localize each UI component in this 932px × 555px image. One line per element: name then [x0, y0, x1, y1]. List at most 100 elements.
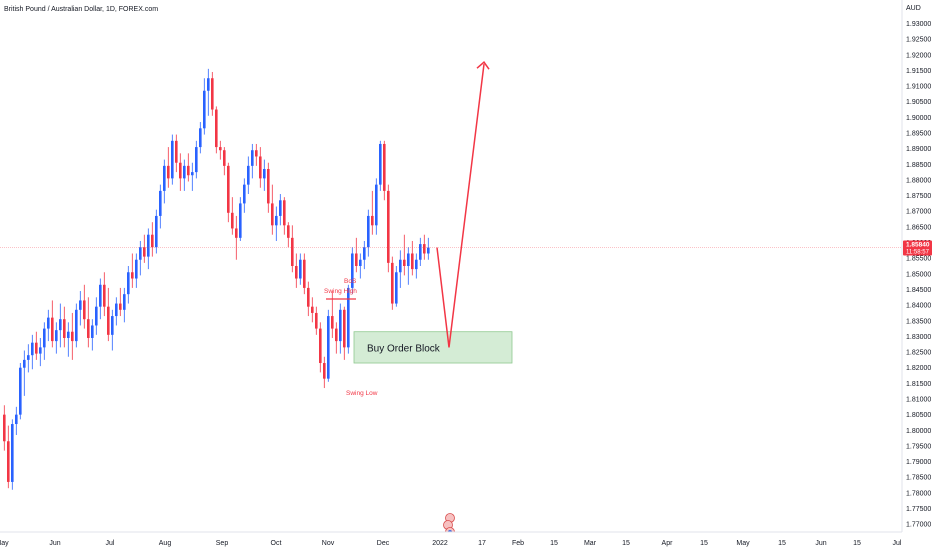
candle[interactable]	[111, 309, 114, 351]
candle[interactable]	[175, 134, 178, 173]
candle[interactable]	[399, 250, 402, 288]
candle[interactable]	[3, 405, 6, 451]
candle[interactable]	[391, 256, 394, 310]
candle[interactable]	[283, 197, 286, 235]
candle[interactable]	[363, 240, 366, 270]
candle[interactable]	[191, 162, 194, 191]
order-block-zone[interactable]	[353, 331, 513, 364]
candle[interactable]	[7, 425, 10, 489]
candle[interactable]	[411, 240, 414, 276]
candle[interactable]	[43, 322, 46, 360]
candle[interactable]	[99, 278, 102, 320]
candle[interactable]	[375, 178, 378, 235]
candle[interactable]	[331, 291, 334, 338]
candle[interactable]	[227, 162, 230, 223]
candle[interactable]	[207, 68, 210, 116]
candle[interactable]	[215, 106, 218, 154]
candle[interactable]	[279, 194, 282, 226]
candle[interactable]	[95, 297, 98, 335]
candle[interactable]	[155, 209, 158, 254]
candle[interactable]	[395, 266, 398, 307]
candle[interactable]	[295, 253, 298, 288]
candle[interactable]	[107, 287, 110, 342]
candle[interactable]	[211, 71, 214, 116]
candle[interactable]	[15, 406, 18, 435]
candle[interactable]	[39, 337, 42, 367]
candle[interactable]	[119, 287, 122, 317]
candle[interactable]	[179, 153, 182, 191]
candle[interactable]	[163, 159, 166, 204]
candle[interactable]	[171, 134, 174, 185]
candle[interactable]	[195, 140, 198, 179]
candle[interactable]	[127, 266, 130, 304]
candle[interactable]	[143, 234, 146, 263]
candle[interactable]	[291, 225, 294, 273]
candle[interactable]	[311, 297, 314, 323]
candle[interactable]	[151, 222, 154, 257]
candle[interactable]	[131, 253, 134, 288]
candle[interactable]	[275, 206, 278, 241]
candle[interactable]	[367, 209, 370, 257]
candle[interactable]	[47, 309, 50, 342]
candle[interactable]	[383, 140, 386, 201]
candle[interactable]	[35, 331, 38, 360]
candle[interactable]	[387, 184, 390, 273]
candle[interactable]	[359, 253, 362, 279]
candle[interactable]	[23, 350, 26, 396]
candle[interactable]	[27, 344, 30, 373]
candle[interactable]	[75, 303, 78, 348]
candle[interactable]	[347, 284, 350, 354]
candle[interactable]	[427, 237, 430, 260]
candle[interactable]	[139, 240, 142, 276]
candle[interactable]	[63, 306, 66, 348]
candle[interactable]	[407, 247, 410, 285]
candle[interactable]	[239, 197, 242, 241]
candle[interactable]	[371, 190, 374, 235]
candle[interactable]	[307, 281, 310, 317]
candle[interactable]	[299, 253, 302, 285]
candle[interactable]	[287, 222, 290, 248]
candle[interactable]	[263, 159, 266, 191]
price-axis[interactable]: 1.77000 1.77500 1.78000 1.78500 1.79000 1.795…	[901, 0, 932, 550]
candle[interactable]	[271, 184, 274, 235]
candle[interactable]	[79, 291, 82, 326]
candle[interactable]	[355, 237, 358, 273]
candle[interactable]	[199, 122, 202, 154]
candle[interactable]	[67, 322, 70, 357]
projection-path[interactable]	[436, 64, 485, 348]
candle[interactable]	[71, 312, 74, 360]
candle[interactable]	[251, 143, 254, 179]
candle[interactable]	[147, 228, 150, 270]
candle[interactable]	[19, 363, 22, 420]
candle[interactable]	[339, 303, 342, 354]
candle[interactable]	[319, 322, 322, 373]
candle[interactable]	[247, 156, 250, 195]
candle[interactable]	[403, 234, 406, 276]
time-axis[interactable]: May Jun Jul Aug Sep Oct Nov Dec 2022 17 Feb 15 Mar 15…	[0, 531, 902, 550]
candle[interactable]	[327, 309, 330, 382]
candle[interactable]	[415, 253, 418, 279]
candle[interactable]	[159, 184, 162, 229]
candle[interactable]	[203, 78, 206, 135]
candle[interactable]	[91, 319, 94, 351]
candle[interactable]	[419, 237, 422, 266]
candle[interactable]	[115, 297, 118, 326]
candle[interactable]	[343, 306, 346, 360]
candle[interactable]	[231, 197, 234, 235]
candle[interactable]	[243, 178, 246, 213]
candle[interactable]	[267, 162, 270, 213]
candle[interactable]	[83, 284, 86, 329]
candle[interactable]	[135, 253, 138, 288]
candle[interactable]	[123, 287, 126, 323]
candle[interactable]	[187, 153, 190, 182]
candle[interactable]	[255, 143, 258, 166]
candle[interactable]	[303, 253, 306, 295]
candle[interactable]	[59, 303, 62, 348]
candle[interactable]	[235, 215, 238, 260]
candle[interactable]	[351, 247, 354, 295]
candle[interactable]	[219, 140, 222, 160]
candle[interactable]	[183, 159, 186, 191]
candle[interactable]	[259, 147, 262, 188]
candle[interactable]	[223, 147, 226, 176]
